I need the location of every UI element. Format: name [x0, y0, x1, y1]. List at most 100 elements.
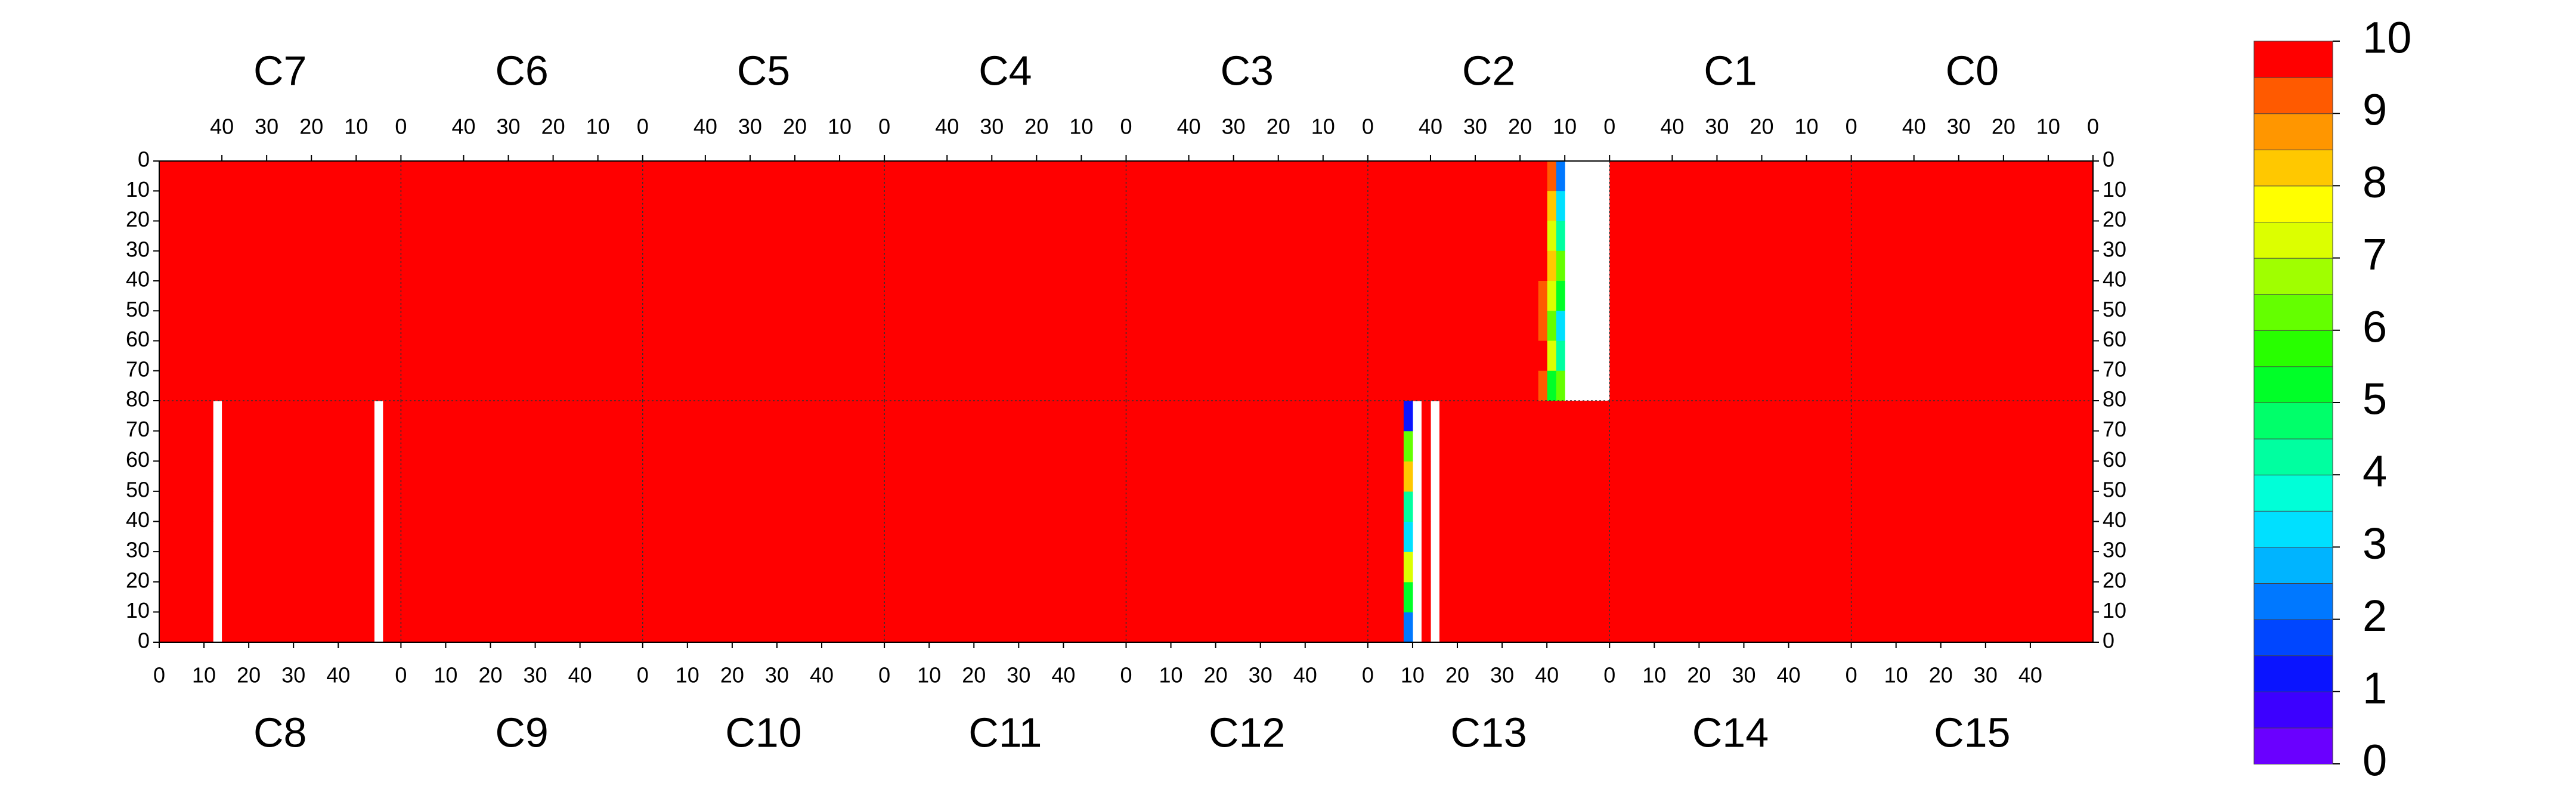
heatmap-cell [840, 340, 849, 371]
heatmap-cell [284, 401, 294, 432]
heatmap-cell [1753, 431, 1763, 462]
heatmap-cell [1949, 191, 1959, 222]
heatmap-cell [1466, 431, 1476, 462]
heatmap-cell [1010, 370, 1019, 401]
heatmap-cell [589, 221, 599, 252]
heatmap-cell [1403, 491, 1413, 522]
heatmap-cell [159, 191, 169, 222]
heatmap-cell [1860, 191, 1870, 222]
heatmap-cell [1654, 461, 1664, 492]
heatmap-cell [571, 581, 581, 612]
heatmap-cell [2021, 221, 2031, 252]
heatmap-cell [750, 370, 760, 401]
heatmap-cell [1001, 311, 1010, 342]
heatmap-cell [911, 491, 921, 522]
heatmap-cell [258, 161, 267, 191]
heatmap-cell [875, 401, 885, 432]
heatmap-cell [1717, 521, 1727, 552]
heatmap-cell [392, 552, 401, 583]
heatmap-cell [213, 370, 222, 401]
heatmap-cell [1726, 191, 1736, 222]
heatmap-cell [1036, 431, 1046, 462]
heatmap-cell [186, 431, 196, 462]
panel-label: C2 [1462, 47, 1515, 94]
heatmap-cell [714, 311, 724, 342]
heatmap-cell [1493, 281, 1503, 311]
heatmap-cell [240, 161, 249, 191]
heatmap-cell [2057, 612, 2067, 643]
x-tick-label: 0 [878, 114, 890, 139]
heatmap-cell [822, 491, 831, 522]
heatmap-cell [1278, 431, 1288, 462]
heatmap-cell [633, 581, 643, 612]
heatmap-cell [1358, 401, 1368, 432]
heatmap-cell [705, 552, 715, 583]
heatmap-cell [678, 250, 688, 281]
heatmap-cell [1475, 401, 1485, 432]
heatmap-cell [1126, 250, 1136, 281]
heatmap-cell [1153, 250, 1163, 281]
heatmap-cell [383, 370, 392, 401]
heatmap-cell [329, 491, 339, 522]
heatmap-cell [947, 612, 956, 643]
heatmap-cell [1027, 340, 1037, 371]
heatmap-cell [1376, 581, 1386, 612]
heatmap-cell [624, 461, 634, 492]
colorbar-tick-label: 3 [2363, 519, 2387, 568]
heatmap-cell [1922, 581, 1933, 612]
heatmap-cell [1385, 491, 1395, 522]
heatmap-cell [1690, 461, 1699, 492]
heatmap-cell [1556, 581, 1565, 612]
heatmap-cell [1931, 340, 1942, 371]
heatmap-cell [624, 221, 634, 252]
heatmap-cell [758, 221, 769, 252]
heatmap-cell [741, 461, 751, 492]
heatmap-cell [804, 250, 813, 281]
heatmap-cell [589, 581, 599, 612]
heatmap-cell [956, 491, 965, 522]
heatmap-cell [992, 581, 1001, 612]
heatmap-cell [1403, 612, 1413, 643]
heatmap-cell [1636, 250, 1646, 281]
heatmap-cell [1940, 581, 1950, 612]
heatmap-cell [2021, 161, 2031, 191]
heatmap-cell [1914, 191, 1924, 222]
heatmap-cell [633, 311, 643, 342]
heatmap-cell [1672, 221, 1682, 252]
heatmap-cell [1188, 431, 1199, 462]
heatmap-cell [1296, 612, 1306, 643]
x-tick-label: 0 [153, 663, 165, 688]
heatmap-cell [758, 370, 769, 401]
heatmap-cell [1592, 521, 1601, 552]
heatmap-cell [705, 191, 715, 222]
heatmap-cell [840, 250, 849, 281]
heatmap-cell [2066, 370, 2076, 401]
heatmap-cell [454, 250, 465, 281]
heatmap-cell [2003, 552, 2013, 583]
heatmap-cell [544, 401, 554, 432]
y-tick-label: 50 [126, 477, 150, 501]
heatmap-cell [2048, 340, 2058, 371]
heatmap-cell [2083, 552, 2094, 583]
heatmap-cell [1636, 491, 1646, 522]
colorbar-band [2253, 546, 2333, 584]
heatmap-cell [1376, 281, 1386, 311]
heatmap-cell [1457, 612, 1467, 643]
heatmap-cell [2012, 431, 2022, 462]
heatmap-cell [1511, 161, 1521, 191]
heatmap-cell [1162, 552, 1172, 583]
heatmap-cell [911, 191, 921, 222]
heatmap-cell [1788, 250, 1798, 281]
heatmap-cell [1457, 521, 1467, 552]
heatmap-cell [1833, 521, 1843, 552]
heatmap-cell [347, 221, 357, 252]
heatmap-cell [1922, 552, 1933, 583]
heatmap-cell [1206, 191, 1216, 222]
heatmap-cell [1394, 612, 1404, 643]
heatmap-cell [454, 491, 465, 522]
heatmap-cell [1287, 311, 1297, 342]
heatmap-cell [1018, 552, 1028, 583]
heatmap-cell [1484, 340, 1494, 371]
heatmap-cell [1833, 311, 1843, 342]
heatmap-cell [1851, 491, 1861, 522]
